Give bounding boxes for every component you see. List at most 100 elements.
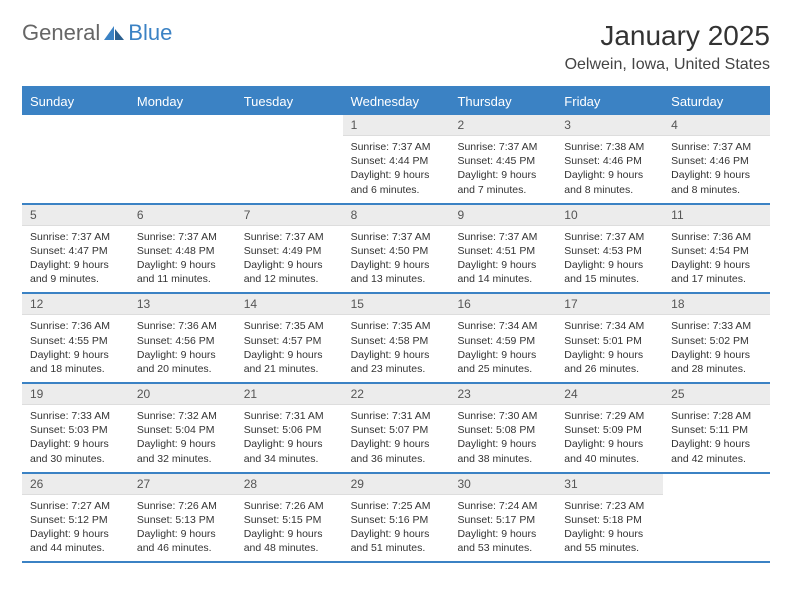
day-number: 11 <box>663 205 770 226</box>
day-cell: 18Sunrise: 7:33 AMSunset: 5:02 PMDayligh… <box>663 294 770 382</box>
sunset-line: Sunset: 5:18 PM <box>564 513 655 527</box>
day-cell: 5Sunrise: 7:37 AMSunset: 4:47 PMDaylight… <box>22 205 129 293</box>
day-number: 26 <box>22 474 129 495</box>
day-cell: 17Sunrise: 7:34 AMSunset: 5:01 PMDayligh… <box>556 294 663 382</box>
daylight-line: Daylight: 9 hours and 21 minutes. <box>244 348 335 376</box>
sunrise-line: Sunrise: 7:31 AM <box>244 409 335 423</box>
daylight-line: Daylight: 9 hours and 14 minutes. <box>457 258 548 286</box>
day-number: 8 <box>343 205 450 226</box>
sunset-line: Sunset: 5:06 PM <box>244 423 335 437</box>
daylight-line: Daylight: 9 hours and 20 minutes. <box>137 348 228 376</box>
sunset-line: Sunset: 4:48 PM <box>137 244 228 258</box>
day-cell: 29Sunrise: 7:25 AMSunset: 5:16 PMDayligh… <box>343 474 450 562</box>
daylight-line: Daylight: 9 hours and 26 minutes. <box>564 348 655 376</box>
day-number: 5 <box>22 205 129 226</box>
sunset-line: Sunset: 5:15 PM <box>244 513 335 527</box>
day-cell: 30Sunrise: 7:24 AMSunset: 5:17 PMDayligh… <box>449 474 556 562</box>
day-cell: 13Sunrise: 7:36 AMSunset: 4:56 PMDayligh… <box>129 294 236 382</box>
day-header: Friday <box>556 88 663 115</box>
sunrise-line: Sunrise: 7:34 AM <box>457 319 548 333</box>
daylight-line: Daylight: 9 hours and 12 minutes. <box>244 258 335 286</box>
day-body: Sunrise: 7:32 AMSunset: 5:04 PMDaylight:… <box>129 405 236 472</box>
day-body: Sunrise: 7:37 AMSunset: 4:53 PMDaylight:… <box>556 226 663 293</box>
calendar: SundayMondayTuesdayWednesdayThursdayFrid… <box>22 86 770 563</box>
daylight-line: Daylight: 9 hours and 48 minutes. <box>244 527 335 555</box>
sail-icon <box>102 24 126 42</box>
day-number: 13 <box>129 294 236 315</box>
day-cell: 4Sunrise: 7:37 AMSunset: 4:46 PMDaylight… <box>663 115 770 203</box>
day-cell: 21Sunrise: 7:31 AMSunset: 5:06 PMDayligh… <box>236 384 343 472</box>
week-row: 12Sunrise: 7:36 AMSunset: 4:55 PMDayligh… <box>22 294 770 384</box>
sunrise-line: Sunrise: 7:34 AM <box>564 319 655 333</box>
day-cell <box>129 115 236 203</box>
sunrise-line: Sunrise: 7:26 AM <box>244 499 335 513</box>
sunrise-line: Sunrise: 7:25 AM <box>351 499 442 513</box>
day-cell: 6Sunrise: 7:37 AMSunset: 4:48 PMDaylight… <box>129 205 236 293</box>
day-number: 23 <box>449 384 556 405</box>
sunrise-line: Sunrise: 7:37 AM <box>137 230 228 244</box>
sunset-line: Sunset: 5:03 PM <box>30 423 121 437</box>
day-body: Sunrise: 7:31 AMSunset: 5:07 PMDaylight:… <box>343 405 450 472</box>
sunrise-line: Sunrise: 7:37 AM <box>564 230 655 244</box>
day-body: Sunrise: 7:31 AMSunset: 5:06 PMDaylight:… <box>236 405 343 472</box>
week-row: 19Sunrise: 7:33 AMSunset: 5:03 PMDayligh… <box>22 384 770 474</box>
day-body: Sunrise: 7:27 AMSunset: 5:12 PMDaylight:… <box>22 495 129 562</box>
day-number: 18 <box>663 294 770 315</box>
day-cell: 3Sunrise: 7:38 AMSunset: 4:46 PMDaylight… <box>556 115 663 203</box>
daylight-line: Daylight: 9 hours and 36 minutes. <box>351 437 442 465</box>
day-cell: 8Sunrise: 7:37 AMSunset: 4:50 PMDaylight… <box>343 205 450 293</box>
day-cell: 10Sunrise: 7:37 AMSunset: 4:53 PMDayligh… <box>556 205 663 293</box>
day-body: Sunrise: 7:23 AMSunset: 5:18 PMDaylight:… <box>556 495 663 562</box>
day-cell: 11Sunrise: 7:36 AMSunset: 4:54 PMDayligh… <box>663 205 770 293</box>
day-body: Sunrise: 7:29 AMSunset: 5:09 PMDaylight:… <box>556 405 663 472</box>
sunset-line: Sunset: 4:46 PM <box>564 154 655 168</box>
day-cell: 1Sunrise: 7:37 AMSunset: 4:44 PMDaylight… <box>343 115 450 203</box>
sunrise-line: Sunrise: 7:37 AM <box>457 230 548 244</box>
daylight-line: Daylight: 9 hours and 40 minutes. <box>564 437 655 465</box>
sunrise-line: Sunrise: 7:27 AM <box>30 499 121 513</box>
sunset-line: Sunset: 5:07 PM <box>351 423 442 437</box>
day-number: 2 <box>449 115 556 136</box>
daylight-line: Daylight: 9 hours and 28 minutes. <box>671 348 762 376</box>
day-body: Sunrise: 7:25 AMSunset: 5:16 PMDaylight:… <box>343 495 450 562</box>
day-cell: 19Sunrise: 7:33 AMSunset: 5:03 PMDayligh… <box>22 384 129 472</box>
day-body: Sunrise: 7:26 AMSunset: 5:13 PMDaylight:… <box>129 495 236 562</box>
sunset-line: Sunset: 4:55 PM <box>30 334 121 348</box>
day-body: Sunrise: 7:37 AMSunset: 4:45 PMDaylight:… <box>449 136 556 203</box>
sunset-line: Sunset: 4:57 PM <box>244 334 335 348</box>
daylight-line: Daylight: 9 hours and 18 minutes. <box>30 348 121 376</box>
sunrise-line: Sunrise: 7:37 AM <box>671 140 762 154</box>
sunrise-line: Sunrise: 7:33 AM <box>30 409 121 423</box>
logo: General Blue <box>22 20 172 46</box>
sunset-line: Sunset: 5:13 PM <box>137 513 228 527</box>
day-cell: 20Sunrise: 7:32 AMSunset: 5:04 PMDayligh… <box>129 384 236 472</box>
day-cell: 14Sunrise: 7:35 AMSunset: 4:57 PMDayligh… <box>236 294 343 382</box>
sunrise-line: Sunrise: 7:36 AM <box>137 319 228 333</box>
sunset-line: Sunset: 5:11 PM <box>671 423 762 437</box>
daylight-line: Daylight: 9 hours and 30 minutes. <box>30 437 121 465</box>
daylight-line: Daylight: 9 hours and 7 minutes. <box>457 168 548 196</box>
day-header: Thursday <box>449 88 556 115</box>
day-body: Sunrise: 7:35 AMSunset: 4:57 PMDaylight:… <box>236 315 343 382</box>
daylight-line: Daylight: 9 hours and 53 minutes. <box>457 527 548 555</box>
day-body: Sunrise: 7:35 AMSunset: 4:58 PMDaylight:… <box>343 315 450 382</box>
day-body: Sunrise: 7:34 AMSunset: 4:59 PMDaylight:… <box>449 315 556 382</box>
sunrise-line: Sunrise: 7:24 AM <box>457 499 548 513</box>
day-body: Sunrise: 7:37 AMSunset: 4:44 PMDaylight:… <box>343 136 450 203</box>
sunset-line: Sunset: 4:51 PM <box>457 244 548 258</box>
day-header: Tuesday <box>236 88 343 115</box>
sunset-line: Sunset: 4:50 PM <box>351 244 442 258</box>
day-body: Sunrise: 7:37 AMSunset: 4:51 PMDaylight:… <box>449 226 556 293</box>
day-number: 30 <box>449 474 556 495</box>
day-number: 31 <box>556 474 663 495</box>
sunset-line: Sunset: 4:44 PM <box>351 154 442 168</box>
daylight-line: Daylight: 9 hours and 51 minutes. <box>351 527 442 555</box>
daylight-line: Daylight: 9 hours and 15 minutes. <box>564 258 655 286</box>
day-number: 25 <box>663 384 770 405</box>
sunrise-line: Sunrise: 7:32 AM <box>137 409 228 423</box>
sunset-line: Sunset: 5:09 PM <box>564 423 655 437</box>
day-cell <box>663 474 770 562</box>
title-block: January 2025 Oelwein, Iowa, United State… <box>565 20 770 74</box>
day-body: Sunrise: 7:38 AMSunset: 4:46 PMDaylight:… <box>556 136 663 203</box>
week-row: 26Sunrise: 7:27 AMSunset: 5:12 PMDayligh… <box>22 474 770 564</box>
